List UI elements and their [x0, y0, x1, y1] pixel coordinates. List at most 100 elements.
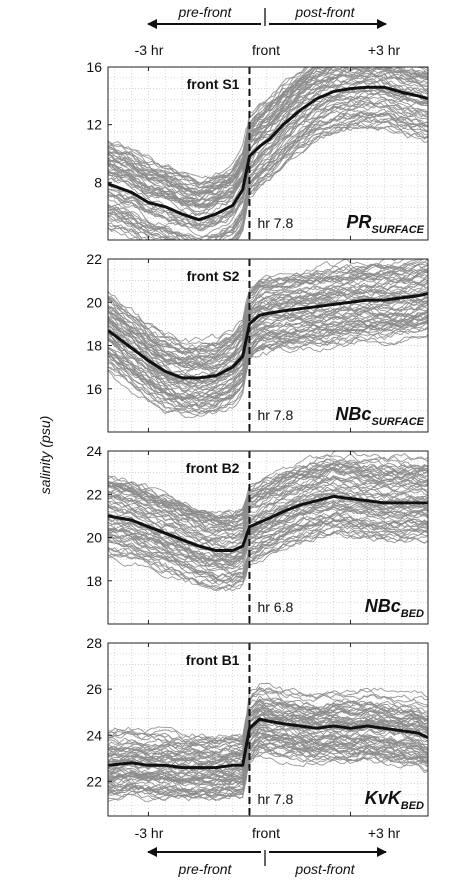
mean-point: [198, 219, 200, 221]
y-tick-label: 20: [86, 294, 102, 310]
ensemble-line: [108, 700, 428, 762]
mean-point: [181, 538, 183, 541]
ensemble-line: [108, 95, 428, 232]
bottom-post-front-label: post-front: [294, 861, 355, 877]
ensemble-line: [108, 316, 428, 406]
front-note: hr 7.8: [257, 215, 293, 231]
mean-point: [130, 519, 133, 521]
chart-panel-4: 22 24 26 28 front B1 hr 7.8 KvKBED: [86, 635, 429, 817]
mean-point: [403, 92, 406, 94]
ensemble-line: [108, 531, 428, 592]
mean-point: [366, 725, 369, 727]
ensemble-line: [108, 281, 428, 362]
y-tick-label: 18: [86, 338, 102, 354]
mean-point: [316, 97, 318, 100]
ensemble-line: [108, 697, 428, 740]
ensemble-line: [108, 484, 428, 536]
ensemble-line: [108, 293, 428, 380]
ensemble-line: [108, 734, 428, 781]
ensemble-line: [108, 268, 428, 351]
mean-line: [108, 85, 428, 222]
ensemble-line: [108, 738, 428, 797]
mean-point: [268, 720, 271, 723]
ensemble-line: [108, 699, 428, 744]
y-tick-label: 16: [86, 59, 102, 75]
ensemble-line: [108, 708, 428, 767]
ensemble-line: [108, 274, 428, 363]
top-pre-front-label: pre-front: [178, 4, 233, 20]
mean-point: [241, 764, 244, 767]
top-arrow-group: pre-front post-front: [147, 4, 387, 29]
y-tick-label: 20: [86, 530, 102, 546]
mean-point: [198, 766, 200, 769]
mean-point: [164, 370, 167, 373]
ensemble-line: [108, 731, 428, 787]
mean-point: [198, 377, 200, 379]
mean-point: [164, 532, 167, 534]
mean-point: [147, 764, 150, 767]
mean-point: [349, 727, 352, 730]
ensemble-line: [108, 279, 428, 369]
ensemble-line: [108, 749, 428, 798]
ensemble-line: [108, 89, 428, 227]
ensemble-line: [108, 67, 318, 201]
mean-series: [108, 494, 428, 552]
ensemble-line: [108, 67, 428, 185]
mean-point: [130, 762, 133, 764]
station-label: KvKBED: [365, 788, 424, 812]
mean-point: [400, 729, 402, 732]
ensemble-line: [108, 516, 428, 580]
y-tick-label: 24: [86, 727, 102, 743]
ensemble-line: [108, 67, 428, 207]
y-tick-label: 18: [86, 573, 102, 589]
mean-point: [366, 299, 369, 301]
ensemble-line: [108, 259, 423, 351]
station-label: NBcSURFACE: [335, 404, 424, 428]
ensemble-line: [108, 462, 428, 526]
station-name: PR: [346, 212, 371, 232]
bottom-x-tick-labels: -3 hr front +3 hr: [135, 825, 401, 841]
mean-point: [181, 766, 183, 769]
mean-point: [258, 145, 261, 148]
y-tick-label: 24: [86, 443, 102, 459]
mean-point: [198, 545, 200, 547]
mean-point: [332, 303, 335, 306]
ensemble-line: [108, 116, 428, 240]
ensemble-line: [108, 309, 428, 409]
ensemble-line: [108, 313, 428, 399]
station-name: NBc: [365, 596, 401, 616]
y-tick-label: 12: [86, 117, 102, 133]
mean-point: [181, 377, 183, 379]
ensemble-line: [108, 703, 428, 756]
top-x-tick-label: -3 hr: [135, 42, 164, 58]
ensemble-line: [108, 503, 428, 569]
panel-title: front B1: [186, 652, 240, 668]
mean-point: [130, 191, 133, 194]
station-label: NBcBED: [365, 596, 424, 620]
ensemble-line: [108, 116, 428, 240]
mean-point: [127, 344, 129, 347]
ensemble-line: [108, 115, 428, 240]
ensemble-line: [108, 67, 428, 202]
ensemble-line: [108, 687, 428, 745]
mean-point: [417, 732, 419, 734]
mean-point: [383, 727, 386, 730]
ensemble-line: [108, 88, 428, 227]
panel-title: front S1: [187, 76, 240, 92]
ensemble-line: [108, 508, 428, 567]
ensemble-line: [108, 291, 428, 374]
ensemble-line: [108, 518, 428, 578]
top-post-front-label: post-front: [294, 4, 355, 20]
mean-point: [241, 355, 244, 358]
y-tick-label: 22: [86, 486, 102, 502]
ensemble-line: [108, 288, 428, 370]
ensemble-line: [108, 528, 428, 589]
mean-point: [316, 499, 318, 502]
ensemble-line: [108, 492, 428, 553]
y-tick-label: 8: [94, 174, 102, 190]
ensemble-line: [108, 520, 428, 575]
mean-point: [282, 722, 285, 725]
mean-point: [332, 90, 335, 93]
ensemble-line: [108, 300, 428, 398]
